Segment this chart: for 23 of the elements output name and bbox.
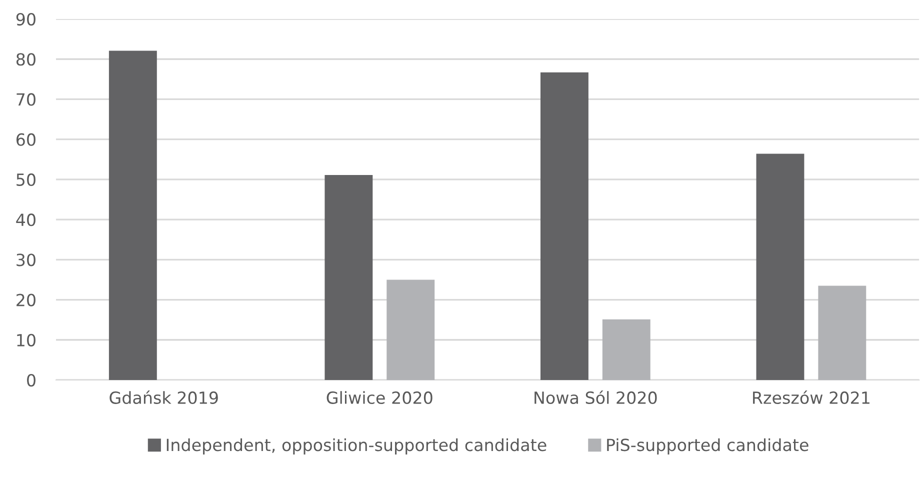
y-tick-label: 40 bbox=[16, 214, 36, 226]
bar bbox=[324, 175, 373, 380]
legend-label: Independent, opposition-supported candidate bbox=[166, 438, 546, 454]
x-tick-label: Gdańsk 2019 bbox=[110, 390, 218, 404]
y-tick-label: 90 bbox=[16, 12, 36, 26]
y-tick-label: 30 bbox=[16, 254, 36, 266]
y-tick-label: 0 bbox=[27, 374, 36, 387]
legend-label: PiS-supported candidate bbox=[607, 438, 808, 454]
x-tick-label: Rzeszów 2021 bbox=[753, 390, 870, 404]
bar bbox=[818, 286, 866, 380]
y-tick-label: 50 bbox=[16, 173, 36, 186]
bar bbox=[756, 154, 804, 380]
x-tick-label: Nowa Sól 2020 bbox=[534, 390, 657, 404]
bar bbox=[602, 319, 650, 380]
y-tick-label: 10 bbox=[17, 334, 36, 346]
y-tick-label: 20 bbox=[16, 294, 36, 306]
y-tick-label: 80 bbox=[16, 53, 36, 66]
bar bbox=[540, 72, 588, 380]
y-tick-label: 70 bbox=[16, 93, 36, 106]
bar bbox=[386, 280, 435, 380]
x-tick-label: Gliwice 2020 bbox=[326, 391, 432, 404]
y-tick-label: 60 bbox=[16, 133, 36, 146]
bar bbox=[108, 50, 157, 380]
